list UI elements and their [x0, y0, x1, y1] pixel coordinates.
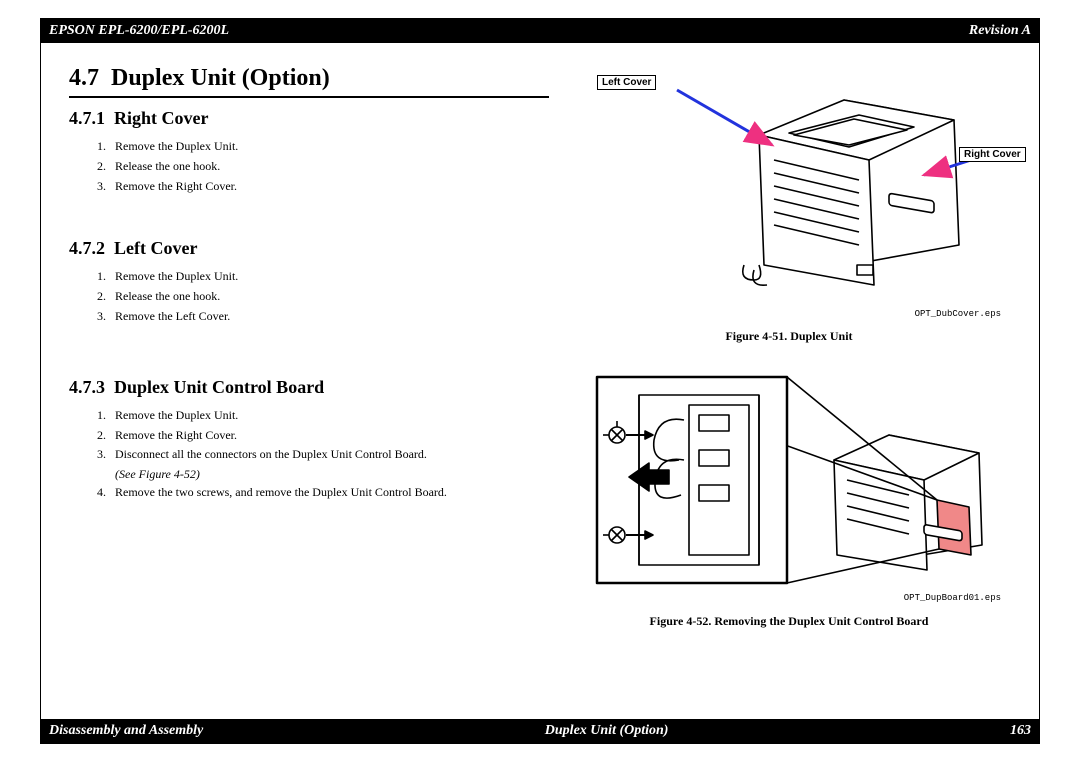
section-heading: 4.7 Duplex Unit (Option): [69, 65, 539, 92]
subsection-right-cover: 4.7.1 Right Cover: [69, 108, 539, 129]
section-rule: [69, 96, 549, 98]
label-right-cover: Right Cover: [959, 147, 1026, 162]
see-reference: (See Figure 4-52): [109, 465, 539, 483]
list-item: Remove the Duplex Unit.: [109, 137, 539, 157]
list-item: Remove the Duplex Unit.: [109, 406, 539, 426]
figure-duplex-unit: Left Cover Right Cover: [559, 65, 1019, 330]
footer-bar: Disassembly and Assembly Duplex Unit (Op…: [41, 719, 1039, 743]
steps-control-board-cont: Remove the two screws, and remove the Du…: [69, 483, 539, 503]
page-content: 4.7 Duplex Unit (Option) 4.7.1 Right Cov…: [41, 43, 1039, 719]
figure-caption: Figure 4-52. Removing the Duplex Unit Co…: [559, 614, 1019, 629]
list-item: Release the one hook.: [109, 157, 539, 177]
header-right: Revision A: [969, 23, 1031, 39]
steps-control-board: Remove the Duplex Unit. Remove the Right…: [69, 406, 539, 465]
eps-filename: OPT_DubCover.eps: [915, 309, 1001, 319]
figure-control-board: [559, 365, 1019, 595]
list-item: Disconnect all the connectors on the Dup…: [109, 445, 539, 465]
list-item: Remove the Duplex Unit.: [109, 267, 539, 287]
subsection-left-cover: 4.7.2 Left Cover: [69, 238, 539, 259]
footer-right: 163: [1010, 723, 1031, 739]
header-bar: EPSON EPL-6200/EPL-6200L Revision A: [41, 19, 1039, 43]
label-left-cover: Left Cover: [597, 75, 656, 90]
left-column: 4.7 Duplex Unit (Option) 4.7.1 Right Cov…: [69, 65, 539, 719]
list-item: Remove the Right Cover.: [109, 426, 539, 446]
list-item: Remove the Left Cover.: [109, 307, 539, 327]
eps-filename: OPT_DupBoard01.eps: [904, 593, 1001, 603]
footer-center: Duplex Unit (Option): [545, 723, 669, 739]
figure-caption: Figure 4-51. Duplex Unit: [559, 329, 1019, 344]
list-item: Remove the two screws, and remove the Du…: [109, 483, 539, 503]
list-item: Release the one hook.: [109, 287, 539, 307]
manual-page: EPSON EPL-6200/EPL-6200L Revision A 4.7 …: [40, 18, 1040, 744]
footer-left: Disassembly and Assembly: [49, 723, 203, 739]
list-item: Remove the Right Cover.: [109, 177, 539, 197]
steps-right-cover: Remove the Duplex Unit. Release the one …: [69, 137, 539, 196]
steps-left-cover: Remove the Duplex Unit. Release the one …: [69, 267, 539, 326]
right-column: Left Cover Right Cover OPT_DubCover.eps …: [559, 65, 1011, 719]
header-left: EPSON EPL-6200/EPL-6200L: [49, 23, 229, 39]
subsection-control-board: 4.7.3 Duplex Unit Control Board: [69, 377, 539, 398]
